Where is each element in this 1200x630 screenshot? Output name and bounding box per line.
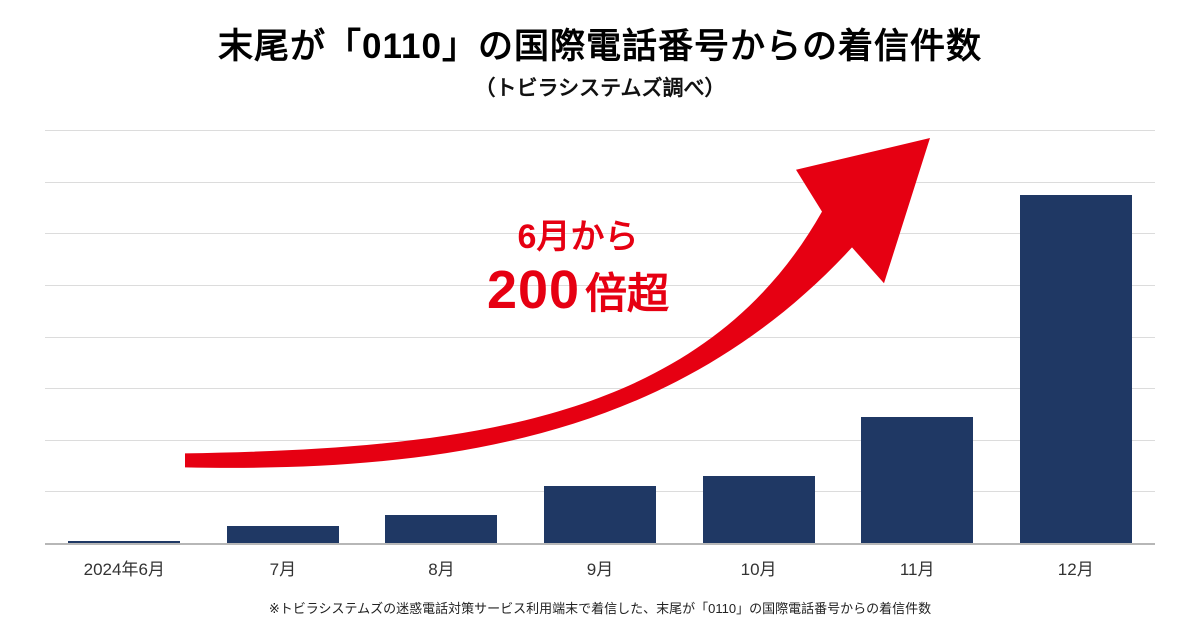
- bar-chart-plot-area: 6月から 200 倍超: [45, 130, 1155, 545]
- x-axis-labels: 2024年6月 7月 8月 9月 10月 11月 12月: [45, 555, 1155, 580]
- gridline: [45, 130, 1155, 131]
- chart-subtitle: （トビラシステムズ調べ）: [474, 77, 726, 100]
- bars-container: [45, 130, 1155, 543]
- bar-2024年6月: [68, 541, 181, 543]
- x-tick-label-5: 10月: [740, 560, 777, 579]
- bar-9月: [544, 486, 657, 543]
- bar-11月: [861, 417, 974, 543]
- bar-12月: [1019, 195, 1132, 543]
- bar-column-3: [362, 130, 521, 543]
- bar-10月: [702, 475, 815, 543]
- bar-8月: [385, 515, 498, 543]
- bar-column-7: [996, 130, 1155, 543]
- annotation-suffix: 倍超: [585, 269, 670, 317]
- footnote: ※トビラシステムズの迷惑電話対策サービス利用端末で着信した、末尾が「0110」の…: [268, 601, 932, 616]
- x-tick-label-1: 2024年6月: [83, 560, 165, 579]
- bar-column-6: [838, 130, 997, 543]
- x-tick-label-7: 12月: [1057, 560, 1094, 579]
- annotation-line2: 200 倍超: [487, 259, 669, 321]
- x-tick-label-3: 8月: [428, 560, 455, 579]
- x-tick-label-4: 9月: [586, 560, 614, 579]
- bar-column-4: [521, 130, 680, 543]
- growth-annotation: 6月から 200 倍超: [487, 216, 669, 321]
- x-tick-label-2: 7月: [269, 560, 297, 579]
- bar-column-1: [45, 130, 204, 543]
- bar-7月: [226, 525, 339, 543]
- bar-column-2: [204, 130, 363, 543]
- bar-column-5: [679, 130, 838, 543]
- chart-title: 末尾が「0110」の国際電話番号からの着信件数: [218, 27, 982, 66]
- annotation-number: 200: [486, 259, 581, 320]
- x-tick-label-6: 11月: [899, 560, 935, 579]
- annotation-line1: 6月から: [517, 218, 639, 256]
